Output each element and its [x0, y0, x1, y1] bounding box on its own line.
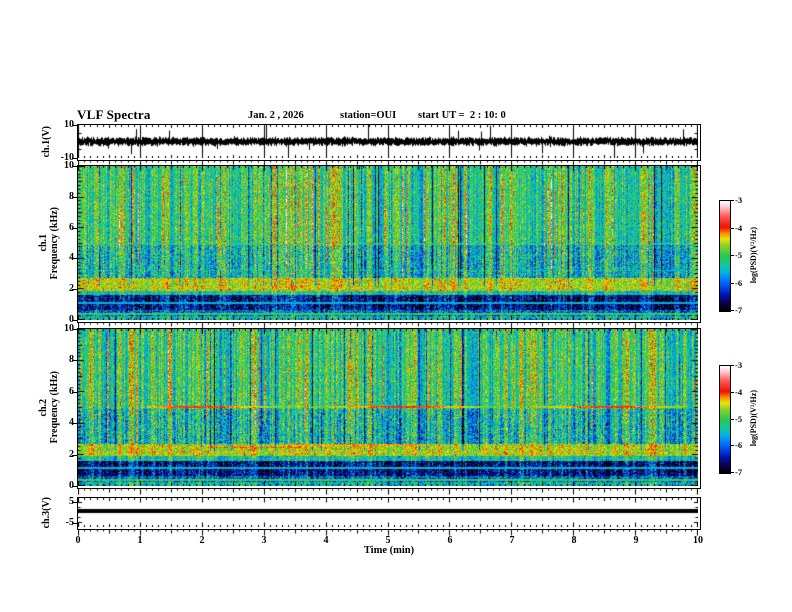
x-tick-label: 9 [633, 535, 639, 546]
tick-dash [72, 486, 77, 487]
y-tick-label: 4 [50, 253, 74, 263]
y-tick-label: 0 [50, 481, 74, 491]
figure-start-ut: start UT = 2 : 10: 0 [418, 110, 506, 121]
x-tick-strip-3 [78, 488, 698, 495]
x-tick-label: 4 [323, 535, 329, 546]
x-tick-label: 7 [509, 535, 515, 546]
x-tick-label: 8 [571, 535, 577, 546]
tick-dash [72, 196, 77, 198]
x-tick-label: 2 [199, 535, 205, 546]
x-tick-label: 1 [137, 535, 143, 546]
y-tick-label: 0 [50, 315, 74, 325]
tick-dash [72, 454, 77, 456]
colorbar-tick-dash [730, 282, 734, 284]
colorbar-tick-dash [730, 445, 734, 447]
y-tick-label: 10 [64, 160, 74, 171]
tick-dash [72, 360, 77, 362]
ch1-spectrogram-panel [77, 165, 701, 323]
tick-dash [72, 522, 77, 524]
ch3-waveform-canvas [78, 498, 698, 527]
ch2-spectrogram-ylabel-ch-text: ch.2 [37, 398, 49, 417]
colorbar-tick-label: -4 [735, 222, 743, 233]
x-axis-title: Time (min) [363, 545, 415, 556]
y-tick-label: 2 [50, 449, 74, 460]
ch3-waveform-panel [77, 497, 701, 530]
y-tick-label: 6 [50, 386, 74, 397]
colorbar-1 [719, 200, 731, 312]
x-tick-label: 6 [447, 535, 453, 546]
tick-dash [72, 329, 77, 330]
colorbar-tick-dash [730, 255, 734, 256]
colorbar-tick-label: -4 [735, 386, 743, 397]
tick-dash [72, 391, 77, 393]
ch1-spectrogram-ylabel-ch-text: ch.1 [37, 234, 49, 252]
x-tick-label: 3 [261, 535, 267, 546]
y-tick-label: 4 [50, 418, 74, 428]
colorbar-tick-dash [730, 200, 734, 201]
colorbar-tick-label: -3 [735, 195, 743, 205]
colorbar-tick-label: -5 [735, 250, 743, 260]
colorbar-tick-dash [730, 310, 734, 311]
figure-date: Jan. 2 , 2026 [248, 110, 304, 121]
colorbar-tick-dash [730, 391, 734, 393]
colorbar-tick-label: -7 [735, 467, 743, 477]
colorbar-tick-dash [730, 472, 734, 473]
ch1-spectrogram-ylabel-axis-text: Frequency (kHz) [49, 206, 60, 280]
tick-dash [72, 227, 77, 229]
colorbar-2 [719, 365, 731, 474]
tick-dash [72, 423, 77, 425]
y-tick-label: 6 [50, 222, 74, 233]
y-tick-label: 2 [50, 284, 74, 294]
x-tick-label: 0 [75, 535, 81, 546]
tick-dash [72, 166, 77, 167]
ch1-spectrogram-canvas [78, 166, 698, 320]
ch1-waveform-panel [77, 124, 701, 161]
ch2-spectrogram-ylabel-ch: ch.2 [37, 328, 49, 487]
colorbar-tick-label: -5 [735, 413, 743, 424]
colorbar-tick-dash [730, 418, 734, 420]
y-tick-label: 10 [64, 119, 74, 130]
y-tick-label: 10 [64, 323, 74, 334]
tick-dash [72, 258, 77, 260]
colorbar-tick-label: -6 [735, 440, 743, 451]
y-tick-label: 8 [50, 355, 74, 365]
x-tick-strip-4 [78, 529, 698, 536]
figure-station: station=OUI [340, 110, 397, 121]
colorbar-tick-label: -7 [735, 305, 743, 315]
ch2-spectrogram-ylabel-axis-text: Frequency (kHz) [49, 371, 60, 444]
x-tick-strip-2 [78, 322, 698, 329]
y-tick-label: -5 [65, 516, 74, 528]
ch1-spectrogram-ylabel-ch: ch.1 [37, 165, 49, 321]
colorbar-tick-dash [730, 365, 734, 366]
colorbar-tick-dash [730, 227, 734, 229]
tick-dash [72, 502, 77, 504]
y-tick-label: 5 [50, 497, 74, 507]
tick-dash [72, 320, 77, 321]
figure-title: VLF Spectra [77, 107, 151, 122]
ch1-waveform-canvas [78, 125, 698, 158]
tick-dash [72, 125, 77, 126]
tick-dash [72, 289, 77, 291]
colorbar-tick-label: -6 [735, 277, 743, 288]
ch1-spectrogram-ylabel-axis: Frequency (kHz) [49, 165, 60, 321]
colorbar-tick-label: -3 [735, 360, 743, 370]
x-tick-label: 10 [693, 535, 703, 546]
x-tick-label: 5 [385, 535, 391, 546]
y-tick-label: 8 [50, 191, 74, 202]
ch2-spectrogram-panel [77, 328, 701, 489]
x-tick-strip-1 [78, 160, 698, 167]
y-tick-label: -10 [60, 152, 74, 163]
ch2-spectrogram-canvas [78, 329, 698, 486]
tick-dash [72, 158, 77, 159]
ch2-spectrogram-ylabel-axis: Frequency (kHz) [49, 328, 60, 487]
